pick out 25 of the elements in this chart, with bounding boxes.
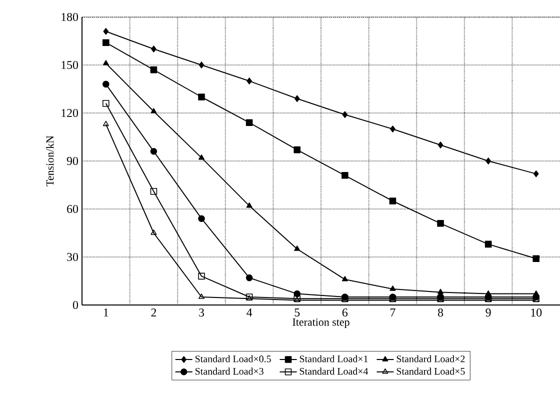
x-tick-label: 6 — [342, 308, 348, 317]
legend-label: Standard Load×2 — [396, 355, 465, 362]
legend-label: Standard Load×3 — [196, 368, 264, 375]
x-tick-label: 7 — [390, 308, 396, 316]
legend-label: Standard Load×5 — [396, 368, 465, 375]
y-tick-label: 60 — [67, 204, 78, 214]
legend-label: Standard Load×0.5 — [196, 355, 271, 362]
x-tick-label: 5 — [294, 308, 300, 316]
y-tick-label: 30 — [67, 252, 78, 262]
y-tick-label: 90 — [66, 156, 78, 166]
x-axis-title: Iteration step — [292, 318, 350, 328]
legend-label: Standard Load×1 — [300, 355, 368, 362]
legend-label: Standard Load×4 — [300, 368, 368, 375]
x-tick-label: 2 — [151, 308, 156, 316]
x-tick-label: 3 — [199, 308, 204, 317]
y-tick-label: 150 — [62, 60, 78, 70]
x-tick-label: 9 — [486, 308, 491, 317]
y-tick-label: 0 — [72, 300, 78, 310]
y-tick-label: 180 — [62, 12, 78, 22]
x-tick-label: 4 — [246, 308, 252, 316]
y-tick-label: 120 — [62, 108, 78, 118]
x-tick-label: 1 — [104, 308, 108, 316]
x-tick-label: 8 — [438, 308, 444, 317]
x-tick-label: 10 — [531, 308, 542, 317]
y-axis-title: Tension/kN — [46, 136, 54, 186]
